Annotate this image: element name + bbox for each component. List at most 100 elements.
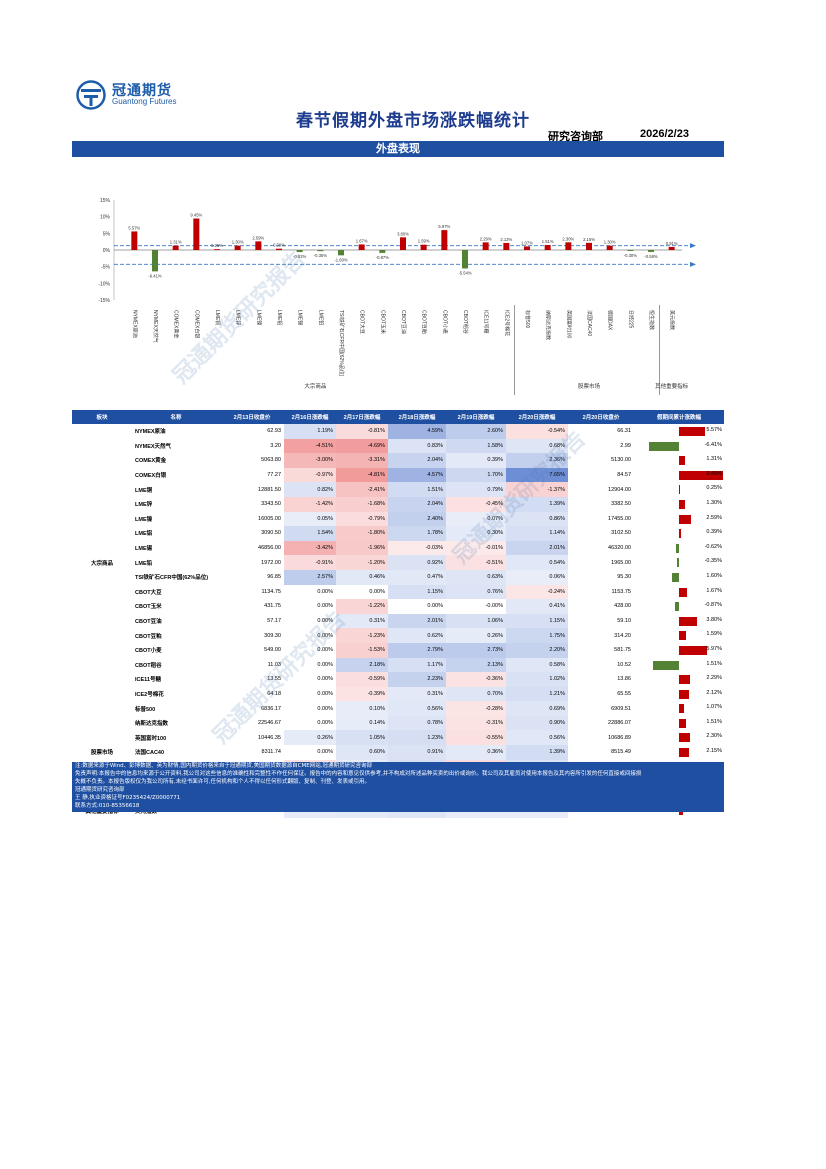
- cell-d19: -0.01%: [446, 540, 506, 556]
- x-tick-label: 日经225: [627, 310, 634, 329]
- y-tick-label: 5%: [103, 231, 111, 237]
- data-label: 2.12%: [500, 237, 512, 242]
- bar: [462, 250, 468, 269]
- table-row: 纳斯达克指数 22546.67 0.00% 0.14% 0.78% -0.31% 0.90%…: [72, 715, 724, 731]
- note-line: 联系方式:010-85356618: [75, 803, 140, 809]
- cum-value: 3.80%: [706, 616, 722, 623]
- cell-d16: 0.82%: [284, 482, 336, 497]
- cell-d19: 0.07%: [446, 511, 506, 527]
- cell-name: CBOT大豆: [135, 589, 162, 596]
- cell-d16: 0.00%: [317, 749, 333, 756]
- x-tick-label: NYMEX原油: [131, 310, 138, 338]
- table-row: LME铅 1972.00 -0.91% -1.20% 0.92% -0.51% 0.54% 1…: [72, 555, 724, 570]
- cell-d20: 1.02%: [506, 672, 568, 687]
- x-tick-label: ICE2号棉花: [503, 310, 510, 336]
- cell-d19: -0.55%: [446, 730, 506, 746]
- cell-d20: 0.56%: [506, 730, 568, 746]
- cell-close13: 1972.00: [261, 559, 281, 566]
- cell-d20: 2.01%: [506, 540, 568, 556]
- cum-value: 1.31%: [706, 456, 722, 463]
- x-tick-label: COMEX白银: [193, 310, 200, 338]
- data-label: 0.91%: [666, 241, 678, 246]
- cell-d19: -0.31%: [446, 715, 506, 731]
- cell-d17: 2.18%: [336, 657, 388, 673]
- cell-d17: 0.60%: [336, 745, 388, 760]
- x-tick-label: 美元指数: [669, 310, 676, 330]
- cell-d19: 0.36%: [446, 745, 506, 760]
- cell-close13: 8311.74: [261, 749, 281, 756]
- cell-d20: -0.54%: [506, 424, 568, 439]
- cell-close13: 549.00: [264, 647, 281, 654]
- bar: [606, 245, 613, 250]
- cum-databar: [679, 616, 697, 626]
- table-row: CBOT稻谷 11.03 0.00% 2.18% 1.17% 2.13% 0.58% 10.5…: [72, 657, 724, 673]
- y-tick-label: 15%: [100, 198, 111, 204]
- bar: [565, 242, 572, 250]
- group-cell: 股票市场: [90, 750, 113, 757]
- cell-cum: 1.51%: [634, 658, 724, 673]
- cum-databar: [679, 485, 681, 495]
- table-row: LME锡 46856.00 -3.42% -1.96% -0.03% -0.01% 2.01…: [72, 540, 724, 556]
- cum-databar: [674, 602, 679, 612]
- cell-d19: 1.70%: [446, 467, 506, 483]
- cum-value: 5.97%: [706, 645, 722, 652]
- cell-cum: 1.67%: [634, 585, 724, 600]
- cell-d18: 1.23%: [388, 730, 446, 746]
- cell-d17: -1.20%: [336, 555, 388, 570]
- data-label: 5.97%: [438, 224, 450, 229]
- cell-cum: 1.59%: [634, 628, 724, 643]
- cell-d20: 0.69%: [506, 701, 568, 716]
- bar: [420, 244, 427, 250]
- table-row: 法国CAC40 8311.74 0.00% 0.60% 0.91% 0.36% 1.39% 8…: [72, 745, 724, 760]
- cell-d18: 0.78%: [388, 715, 446, 731]
- x-tick-label: LME锌: [235, 310, 242, 325]
- cell-d16: -3.42%: [284, 540, 336, 556]
- data-label: -5.54%: [458, 270, 472, 275]
- cell-name: 标普500: [135, 706, 156, 713]
- page-title: 春节假期外盘市场涨跌幅统计: [296, 111, 530, 131]
- ref-line-upper-arrow: [690, 243, 696, 249]
- cell-name: ICE2号棉花: [135, 691, 164, 698]
- brand-name-cn: 冠通期货: [112, 83, 172, 99]
- cell-close20: 10.52: [617, 661, 631, 668]
- cell-d18: 0.91%: [388, 745, 446, 760]
- cell-d17: -1.22%: [336, 599, 388, 614]
- cell-d16: 0.00%: [317, 618, 333, 625]
- x-tick-label: LME铝: [276, 310, 283, 325]
- x-tick-label: 标普500: [524, 310, 531, 329]
- cell-cum: 1.30%: [634, 497, 724, 512]
- cum-databar: [679, 733, 690, 743]
- table-row: 股票市场 标普500 6836.17 0.00% 0.10% 0.56% -0.28% 0.6…: [72, 701, 724, 756]
- data-label: 2.59%: [252, 235, 264, 240]
- x-tick-label: 纳斯达克指数: [545, 310, 552, 340]
- cumulative-change-bar-chart: 15% 10% 5% 0% -5% -10% -15% 5.57% NYMEX原油 -6.41% N…: [98, 198, 696, 395]
- cell-name: CBOT豆油: [135, 619, 162, 626]
- data-label: -0.58%: [644, 254, 658, 259]
- cell-d19: 0.70%: [446, 686, 506, 702]
- cell-d20: -0.24%: [506, 584, 568, 600]
- bar: [441, 230, 448, 250]
- cell-d20: -1.37%: [506, 482, 568, 497]
- cum-value: 1.30%: [706, 499, 722, 506]
- cell-d19: 0.79%: [446, 482, 506, 497]
- cell-cum: 5.97%: [634, 643, 724, 658]
- cell-d17: -4.81%: [336, 467, 388, 483]
- cell-d18: 2.79%: [388, 642, 446, 658]
- cell-d16: -1.42%: [284, 496, 336, 512]
- cell-d16: 0.00%: [317, 647, 333, 654]
- x-tick-label: 法国CAC40: [586, 310, 593, 336]
- column-header: 板块: [72, 410, 132, 424]
- cell-d16: 1.54%: [284, 526, 336, 541]
- data-label: 0.25%: [211, 243, 223, 248]
- cell-d20: 2.20%: [506, 642, 568, 658]
- data-label: 0.39%: [273, 243, 285, 248]
- note-line: 王 静,执业资格证号F0235424/Z0000771: [75, 795, 181, 801]
- cum-databar: [679, 587, 687, 597]
- cell-d19: 0.76%: [446, 584, 506, 600]
- cum-databar: [679, 499, 686, 509]
- cell-cum: -0.62%: [634, 541, 724, 556]
- cum-databar: [679, 689, 689, 699]
- table-row: CBOT豆油 57.17 0.00% 0.31% 2.01% 1.06% 1.15% 59.1…: [72, 613, 724, 629]
- cell-close13: 431.75: [264, 603, 281, 610]
- cell-d17: 0.14%: [336, 715, 388, 731]
